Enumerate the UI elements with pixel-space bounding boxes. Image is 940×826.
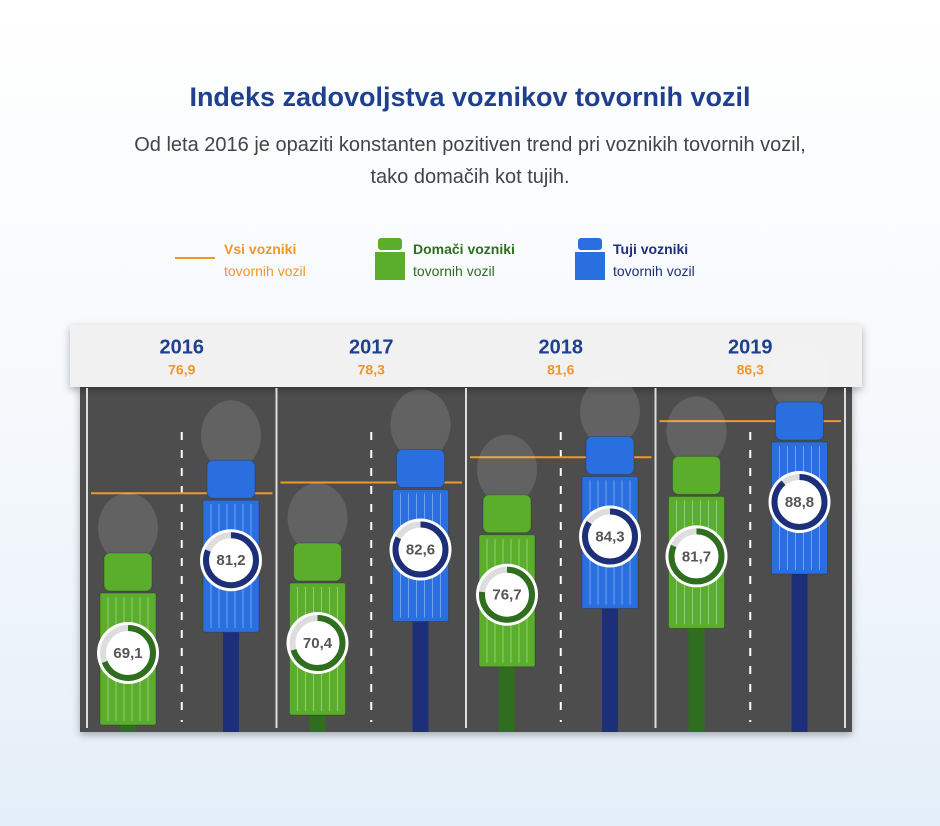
gauge-bg xyxy=(200,529,262,592)
header-band xyxy=(70,325,862,387)
value-label: 69,1 xyxy=(113,645,142,662)
truck-trail xyxy=(309,713,326,732)
headlight-glow xyxy=(287,483,348,554)
year-label: 2017 xyxy=(349,336,394,358)
truck-cab xyxy=(775,401,824,441)
legend-label: Vsi vozniki tovornih vozil xyxy=(224,241,306,279)
truck-cab xyxy=(482,494,532,534)
truck-cab xyxy=(585,435,635,475)
gauge-arc xyxy=(582,508,638,565)
truck-trail xyxy=(688,626,705,732)
value-label: 76,7 xyxy=(492,587,521,604)
value-label: 84,3 xyxy=(595,528,624,545)
value-label: 82,6 xyxy=(406,541,435,558)
year-label: 2019 xyxy=(728,336,773,358)
truck-cab xyxy=(396,449,445,489)
gauge-bg xyxy=(665,525,728,588)
headlight-glow xyxy=(666,396,727,467)
truck-trail xyxy=(120,723,136,732)
value-label: 81,2 xyxy=(216,552,245,569)
overall-label: 78,3 xyxy=(358,362,385,378)
subtitle: tako domačih kot tujih. xyxy=(370,166,570,188)
value-label: 88,8 xyxy=(785,494,814,511)
overall-label: 76,9 xyxy=(168,362,195,378)
gauge-bg xyxy=(476,563,538,626)
overall-label: 86,3 xyxy=(737,362,764,378)
truck-trail xyxy=(602,606,618,732)
value-label: 70,4 xyxy=(303,635,333,652)
gauge-bg xyxy=(768,471,831,533)
subtitle: Od leta 2016 je opaziti konstanten pozit… xyxy=(134,134,806,156)
legend-label: Domači vozniki tovornih vozil xyxy=(413,241,515,279)
gauge-bg xyxy=(389,518,452,581)
gauge-bg xyxy=(579,505,641,568)
headlight-glow xyxy=(390,389,451,460)
truck-trail xyxy=(791,572,808,732)
gauge-arc xyxy=(289,615,346,672)
gauge-bg xyxy=(286,612,349,675)
truck-trail xyxy=(499,664,515,732)
legend-swatch xyxy=(375,252,405,280)
headlight-glow xyxy=(477,434,537,505)
legend-swatch xyxy=(575,252,605,280)
overall-label: 81,6 xyxy=(547,362,574,378)
truck-trail xyxy=(223,630,239,732)
headlight-glow xyxy=(769,342,830,412)
gauge-arc xyxy=(668,528,725,585)
value-label: 81,7 xyxy=(682,548,711,565)
legend-swatch xyxy=(378,238,402,250)
headlight-glow xyxy=(580,376,640,447)
truck-cab xyxy=(103,552,153,592)
headlight-glow xyxy=(201,400,261,471)
truck-trail xyxy=(412,619,429,732)
truck-cab xyxy=(293,542,342,582)
gauge-arc xyxy=(771,474,828,530)
year-label: 2018 xyxy=(539,336,584,358)
title: Indeks zadovoljstva voznikov tovornih vo… xyxy=(189,82,751,112)
truck-cab xyxy=(672,455,721,495)
gauge-arc xyxy=(479,566,535,623)
gauge-bg xyxy=(97,622,159,684)
truck-cab xyxy=(206,459,256,499)
legend-label: Tuji vozniki tovornih vozil xyxy=(613,241,695,279)
headlight-glow xyxy=(98,493,158,563)
legend-swatch xyxy=(578,238,602,250)
year-label: 2016 xyxy=(160,336,205,358)
gauge-arc xyxy=(100,625,156,681)
gauge-arc xyxy=(203,532,259,589)
gauge-arc xyxy=(392,521,449,578)
